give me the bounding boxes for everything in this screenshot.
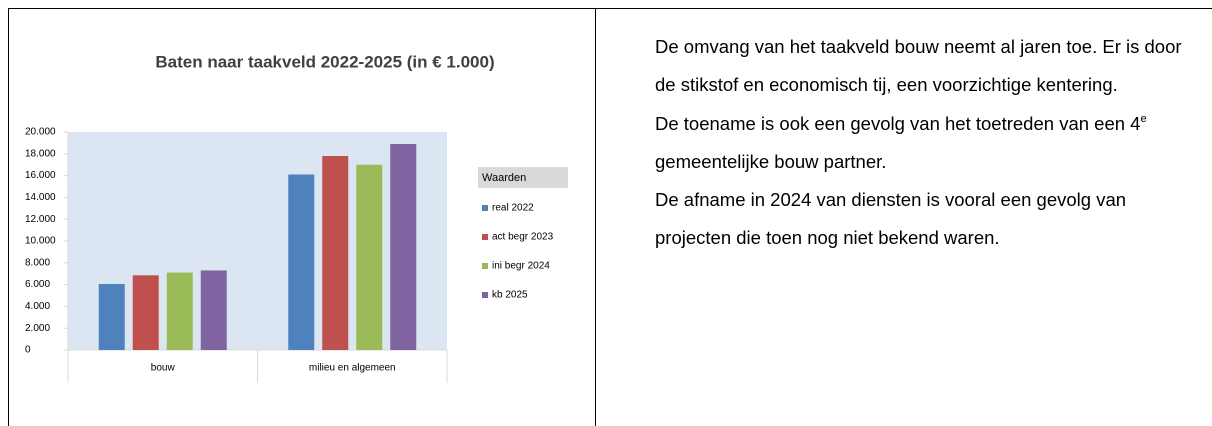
legend-swatch [482,234,488,240]
bar [200,270,227,350]
legend-label: kb 2025 [492,290,528,301]
y-tick-label: 4.000 [25,301,50,312]
legend-label: real 2022 [492,203,534,214]
paragraph: De omvang van het taakveld bouw neemt al… [655,36,1182,96]
chart: Baten naar taakveld 2022-2025 (in € 1.00… [25,52,568,383]
text-column: De omvang van het taakveld bouw neemt al… [655,28,1195,258]
y-tick-label: 6.000 [25,279,50,290]
y-tick-label: 2.000 [25,323,50,334]
y-tick-label: 16.000 [25,170,56,181]
paragraph: De afname in 2024 van diensten is vooral… [655,189,1127,249]
legend-label: ini begr 2024 [492,261,550,272]
y-tick-label: 0 [25,345,31,356]
text-span: gemeentelijke bouw partner. [655,150,887,172]
plot-area [68,132,447,350]
bar [132,275,159,350]
legend-label: act begr 2023 [492,232,554,243]
chart-title: Baten naar taakveld 2022-2025 (in € 1.00… [155,52,494,71]
superscript: e [1140,112,1147,125]
bar [166,272,193,350]
y-tick-label: 14.000 [25,192,56,203]
table-border [8,8,9,426]
legend-swatch [482,205,488,211]
bar [356,164,383,350]
legend-title-box [478,167,568,188]
y-tick-label: 12.000 [25,214,56,225]
x-tick-label: milieu en algemeen [309,363,396,374]
paragraph: De toename is ook een gevolg van het toe… [655,105,1195,182]
bar [288,174,315,350]
bar [322,155,349,350]
table-border [595,8,596,426]
y-tick-label: 20.000 [25,127,56,138]
x-tick-label: bouw [151,363,176,374]
table-border [8,8,1212,9]
legend-swatch [482,292,488,298]
y-tick-label: 18.000 [25,148,56,159]
legend-swatch [482,263,488,269]
legend-title: Waarden [482,172,526,184]
text-span: De toename is ook een gevolg van het toe… [655,112,1141,134]
bar [390,143,417,350]
y-tick-label: 10.000 [25,236,56,247]
y-tick-label: 8.000 [25,257,50,268]
bar [98,284,125,350]
